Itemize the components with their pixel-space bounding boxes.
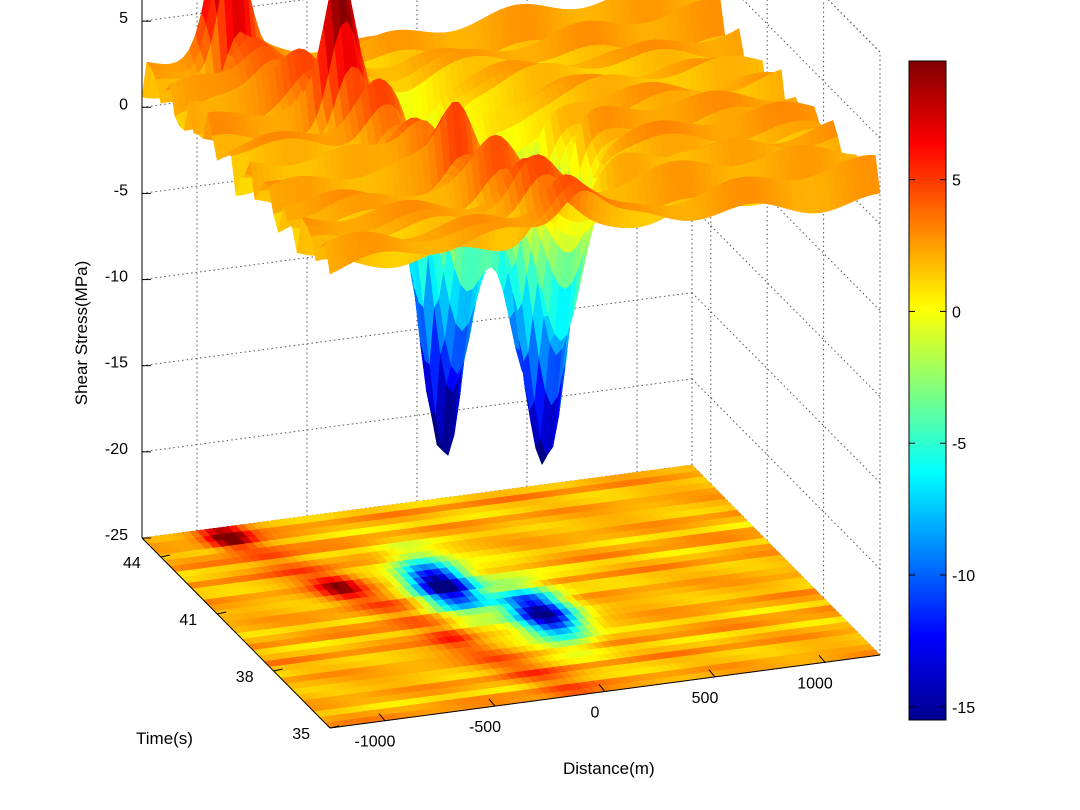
grid-line-z [691,206,881,397]
stress-surface [141,0,881,466]
grid-line-z [691,292,881,484]
floor-contour-projection [141,464,881,729]
